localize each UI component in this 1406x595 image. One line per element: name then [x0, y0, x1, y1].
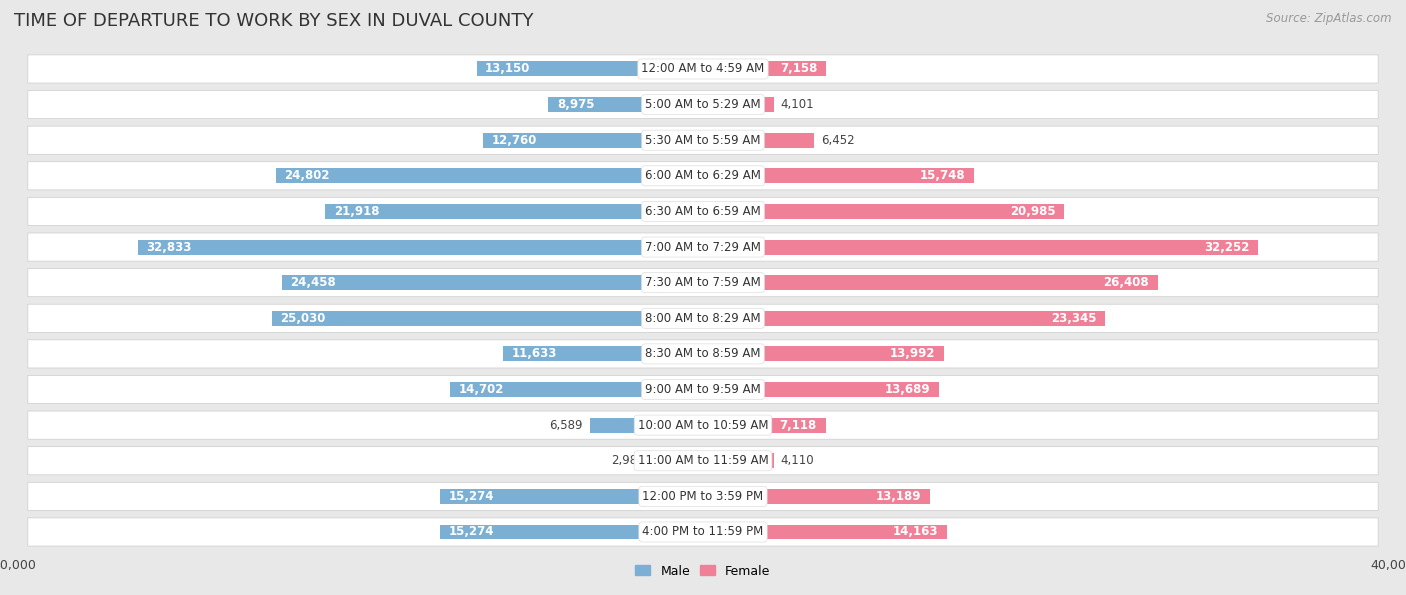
Bar [703, 453, 773, 468]
Bar [271, 311, 703, 326]
FancyBboxPatch shape [28, 411, 1378, 439]
Bar [276, 168, 703, 183]
Text: 2,989: 2,989 [612, 454, 644, 467]
Text: 4,110: 4,110 [780, 454, 814, 467]
Text: 32,833: 32,833 [146, 240, 191, 253]
Text: 8:00 AM to 8:29 AM: 8:00 AM to 8:29 AM [645, 312, 761, 325]
Text: 5:00 AM to 5:29 AM: 5:00 AM to 5:29 AM [645, 98, 761, 111]
FancyBboxPatch shape [28, 518, 1378, 546]
Text: 24,458: 24,458 [291, 276, 336, 289]
Bar [281, 275, 703, 290]
Bar [703, 168, 974, 183]
Text: Source: ZipAtlas.com: Source: ZipAtlas.com [1267, 12, 1392, 25]
FancyBboxPatch shape [28, 447, 1378, 475]
Text: 6:00 AM to 6:29 AM: 6:00 AM to 6:29 AM [645, 170, 761, 182]
Legend: Male, Female: Male, Female [630, 559, 776, 583]
FancyBboxPatch shape [28, 162, 1378, 190]
Bar [703, 382, 939, 397]
Text: 25,030: 25,030 [281, 312, 326, 325]
FancyBboxPatch shape [28, 483, 1378, 511]
Text: 14,163: 14,163 [893, 525, 938, 538]
Bar [440, 525, 703, 540]
Text: 14,702: 14,702 [458, 383, 503, 396]
Text: 32,252: 32,252 [1205, 240, 1250, 253]
Bar [477, 61, 703, 76]
FancyBboxPatch shape [28, 126, 1378, 154]
Text: 6,589: 6,589 [550, 419, 582, 431]
Text: 20,985: 20,985 [1010, 205, 1056, 218]
Text: 4,101: 4,101 [780, 98, 814, 111]
FancyBboxPatch shape [28, 375, 1378, 403]
Text: 12,760: 12,760 [492, 134, 537, 147]
Text: 11:00 AM to 11:59 AM: 11:00 AM to 11:59 AM [638, 454, 768, 467]
Bar [703, 311, 1105, 326]
Text: 13,992: 13,992 [890, 347, 935, 361]
FancyBboxPatch shape [28, 340, 1378, 368]
Bar [703, 97, 773, 112]
Text: 7:00 AM to 7:29 AM: 7:00 AM to 7:29 AM [645, 240, 761, 253]
FancyBboxPatch shape [28, 233, 1378, 261]
Text: 15,274: 15,274 [449, 525, 494, 538]
FancyBboxPatch shape [28, 55, 1378, 83]
Bar [703, 346, 943, 361]
Bar [703, 133, 814, 148]
Text: 13,150: 13,150 [485, 62, 530, 76]
Bar [450, 382, 703, 397]
Text: 13,189: 13,189 [876, 490, 921, 503]
Text: TIME OF DEPARTURE TO WORK BY SEX IN DUVAL COUNTY: TIME OF DEPARTURE TO WORK BY SEX IN DUVA… [14, 12, 533, 30]
Text: 7,158: 7,158 [780, 62, 818, 76]
Bar [651, 453, 703, 468]
FancyBboxPatch shape [28, 304, 1378, 333]
Text: 11,633: 11,633 [512, 347, 557, 361]
Text: 7:30 AM to 7:59 AM: 7:30 AM to 7:59 AM [645, 276, 761, 289]
Text: 21,918: 21,918 [335, 205, 380, 218]
Text: 4:00 PM to 11:59 PM: 4:00 PM to 11:59 PM [643, 525, 763, 538]
Text: 26,408: 26,408 [1104, 276, 1149, 289]
FancyBboxPatch shape [28, 90, 1378, 118]
Bar [138, 240, 703, 255]
Bar [703, 489, 931, 504]
Bar [703, 204, 1064, 219]
Bar [548, 97, 703, 112]
FancyBboxPatch shape [28, 198, 1378, 226]
Bar [703, 240, 1258, 255]
Text: 13,689: 13,689 [884, 383, 931, 396]
Bar [589, 418, 703, 433]
Text: 23,345: 23,345 [1050, 312, 1097, 325]
Text: 10:00 AM to 10:59 AM: 10:00 AM to 10:59 AM [638, 419, 768, 431]
Text: 8,975: 8,975 [557, 98, 595, 111]
Text: 5:30 AM to 5:59 AM: 5:30 AM to 5:59 AM [645, 134, 761, 147]
Text: 12:00 PM to 3:59 PM: 12:00 PM to 3:59 PM [643, 490, 763, 503]
Bar [326, 204, 703, 219]
Text: 15,748: 15,748 [920, 170, 966, 182]
Bar [703, 275, 1157, 290]
Bar [502, 346, 703, 361]
Bar [703, 418, 825, 433]
Text: 24,802: 24,802 [284, 170, 330, 182]
Text: 15,274: 15,274 [449, 490, 494, 503]
Bar [440, 489, 703, 504]
Bar [703, 525, 946, 540]
Bar [484, 133, 703, 148]
Text: 12:00 AM to 4:59 AM: 12:00 AM to 4:59 AM [641, 62, 765, 76]
Text: 6,452: 6,452 [821, 134, 855, 147]
Text: 7,118: 7,118 [780, 419, 817, 431]
Text: 8:30 AM to 8:59 AM: 8:30 AM to 8:59 AM [645, 347, 761, 361]
FancyBboxPatch shape [28, 268, 1378, 297]
Bar [703, 61, 827, 76]
Text: 9:00 AM to 9:59 AM: 9:00 AM to 9:59 AM [645, 383, 761, 396]
Text: 6:30 AM to 6:59 AM: 6:30 AM to 6:59 AM [645, 205, 761, 218]
